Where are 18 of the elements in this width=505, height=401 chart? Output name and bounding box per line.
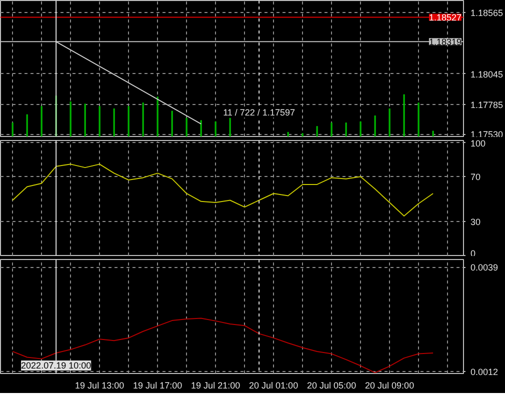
x-tick-label: 19 Jul 13:00	[75, 380, 124, 390]
y-tick-label: 1.18045	[470, 69, 504, 80]
y-tick-label: 1.18565	[470, 8, 504, 18]
y-tick-label: 70	[470, 172, 481, 182]
x-tick-label: 20 Jul 01:00	[249, 380, 298, 390]
y-tick-label: 100	[470, 138, 486, 148]
y-tick-label: 0.0039	[470, 262, 498, 273]
ref-line-label: 1.18319	[428, 37, 462, 48]
x-tick-label: 19 Jul 17:00	[133, 380, 182, 390]
y-tick-label: 1.17785	[470, 100, 504, 110]
ref-line-label: 1.18527	[428, 12, 462, 23]
y-tick-label: 30	[470, 217, 481, 228]
annotation: 11 / 722 / 1.17597	[223, 108, 295, 118]
y-tick-label: 0.0012	[470, 367, 498, 378]
x-tick-label: 20 Jul 09:00	[365, 380, 414, 390]
x-tick-label: 20 Jul 05:00	[307, 380, 356, 390]
ref-line-label: 2022.07.19 10:00	[21, 360, 92, 370]
x-tick-label: 19 Jul 21:00	[191, 380, 240, 390]
